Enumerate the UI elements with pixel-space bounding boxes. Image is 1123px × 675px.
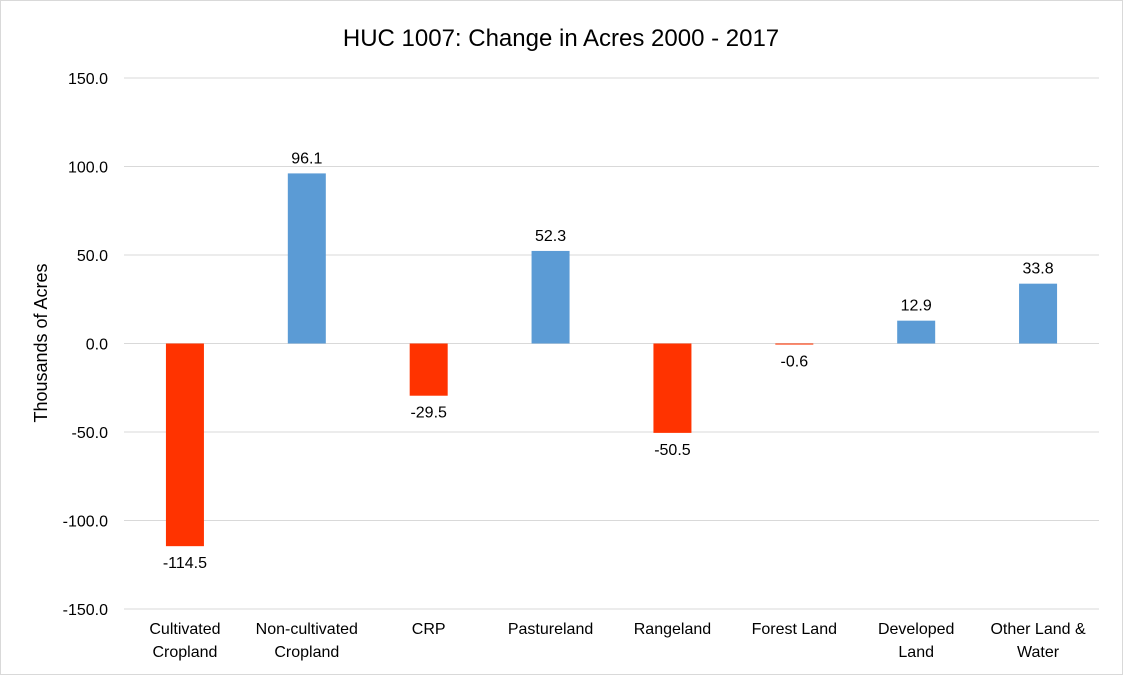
- x-category-label: Other Land &: [990, 621, 1086, 638]
- x-category-label: Water: [1017, 644, 1060, 661]
- data-label: -114.5: [163, 555, 207, 572]
- x-category-label: Developed: [878, 621, 955, 638]
- y-tick-label: 100.0: [68, 160, 108, 177]
- data-label: -0.6: [781, 354, 809, 371]
- bar: [531, 250, 570, 344]
- y-tick-label: 150.0: [68, 71, 108, 88]
- x-category-label: Pastureland: [508, 621, 593, 638]
- x-category-label: Rangeland: [634, 621, 711, 638]
- x-category-label: Land: [898, 644, 934, 661]
- x-category-label: Forest Land: [752, 621, 837, 638]
- y-tick-label: 0.0: [86, 337, 108, 354]
- x-category-label: Cultivated: [149, 621, 220, 638]
- y-tick-labels: 150.0 100.0 50.0 0.0 -50.0 -100.0 -150.0: [63, 71, 108, 619]
- y-tick-label: -100.0: [63, 514, 108, 531]
- x-category-label: Non-cultivated: [256, 621, 358, 638]
- x-category-label: Cropland: [152, 644, 217, 661]
- data-label: 96.1: [291, 150, 322, 167]
- bars: [165, 173, 1058, 547]
- y-axis-label: Thousands of Acres: [31, 263, 51, 422]
- bar: [1019, 283, 1058, 344]
- bar: [775, 343, 814, 345]
- y-tick-label: 50.0: [77, 248, 108, 265]
- bar: [165, 343, 204, 547]
- data-label: 52.3: [535, 228, 566, 245]
- chart-title: HUC 1007: Change in Acres 2000 - 2017: [343, 25, 779, 52]
- y-tick-label: -50.0: [72, 425, 109, 442]
- data-label: -29.5: [410, 405, 447, 422]
- y-tick-label: -150.0: [63, 602, 108, 619]
- x-category-labels: Cultivated Cropland Non-cultivated Cropland…: [149, 621, 1086, 661]
- bar: [653, 343, 692, 433]
- data-label: 12.9: [901, 298, 932, 315]
- bar: [287, 173, 326, 344]
- bar: [897, 320, 936, 344]
- bar: [409, 343, 448, 396]
- data-labels: -114.5 96.1 -29.5 52.3 -50.5 -0.6 12.9 33.8: [163, 150, 1054, 572]
- data-label: 33.8: [1022, 261, 1053, 278]
- x-category-label: Cropland: [274, 644, 339, 661]
- x-category-label: CRP: [412, 621, 446, 638]
- data-label: -50.5: [654, 442, 691, 459]
- gridlines: [124, 77, 1099, 610]
